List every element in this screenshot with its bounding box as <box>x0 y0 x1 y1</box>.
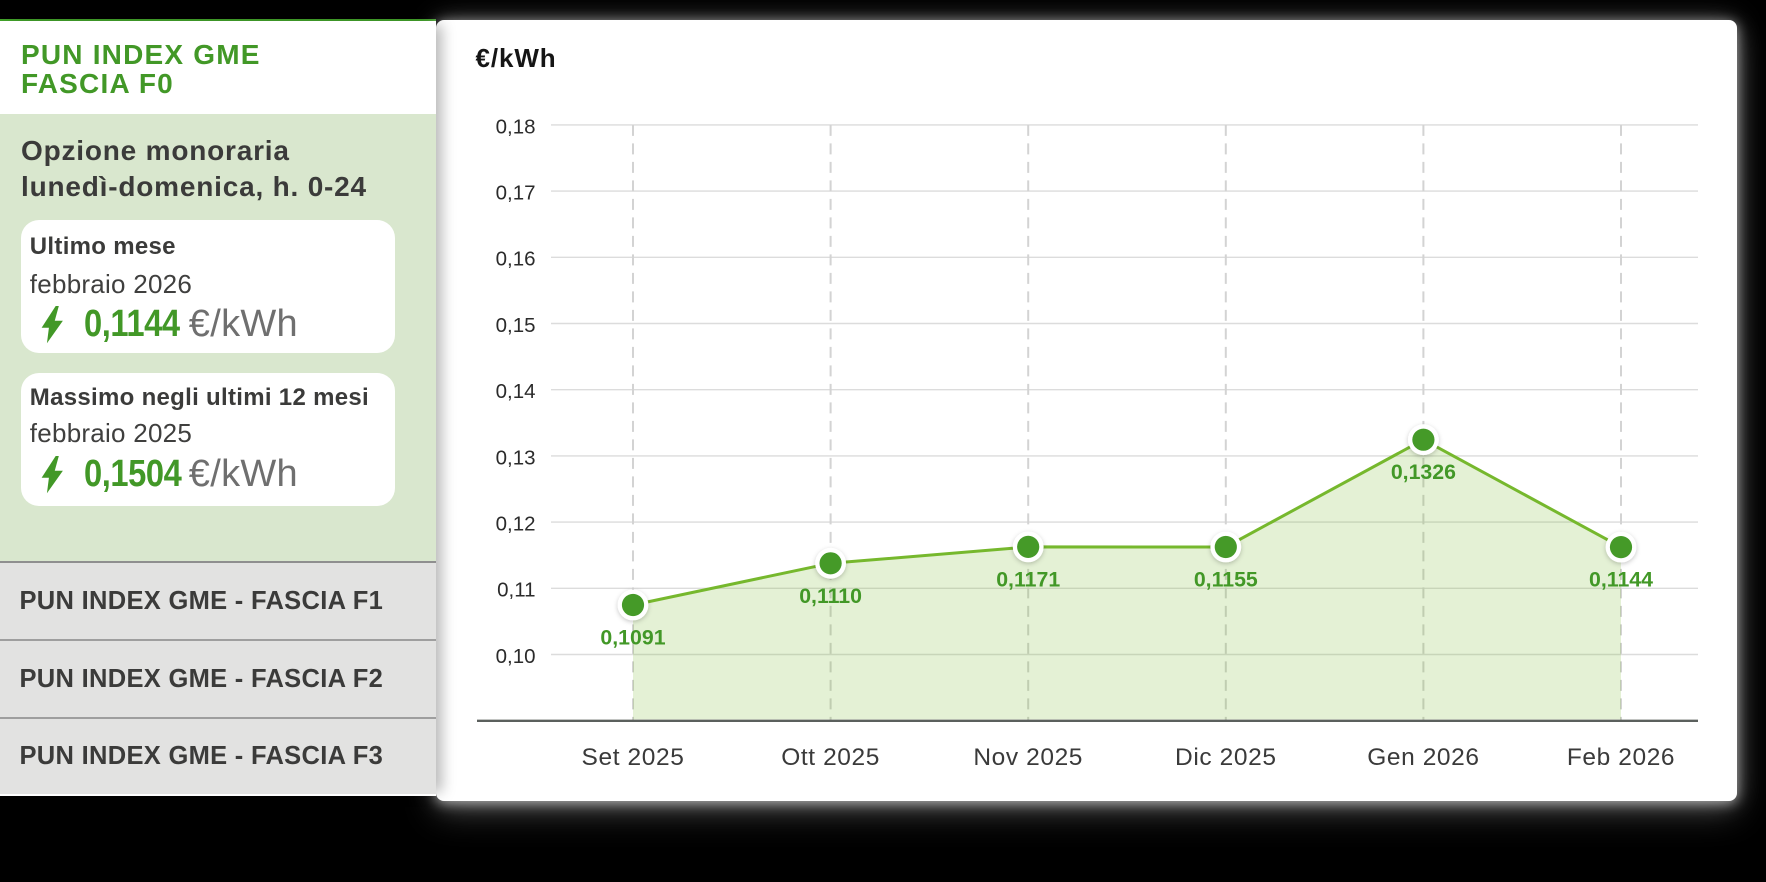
svg-text:Ott 2025: Ott 2025 <box>781 744 880 771</box>
svg-text:0,14: 0,14 <box>496 380 536 403</box>
svg-text:0,12: 0,12 <box>496 513 536 536</box>
svg-text:Nov 2025: Nov 2025 <box>973 744 1083 771</box>
svg-text:Dic 2025: Dic 2025 <box>1175 744 1277 771</box>
svg-text:0,1171: 0,1171 <box>996 567 1060 591</box>
svg-text:0,1155: 0,1155 <box>1194 568 1258 592</box>
svg-text:0,10: 0,10 <box>496 645 536 668</box>
svg-text:0,13: 0,13 <box>496 446 536 469</box>
svg-text:0,15: 0,15 <box>496 314 536 337</box>
svg-text:0,1091: 0,1091 <box>600 626 665 650</box>
svg-text:0,1144: 0,1144 <box>1589 568 1653 592</box>
svg-text:0,16: 0,16 <box>496 248 536 271</box>
svg-text:0,17: 0,17 <box>496 182 536 205</box>
svg-text:Gen 2026: Gen 2026 <box>1367 744 1479 771</box>
svg-text:Feb 2026: Feb 2026 <box>1567 744 1675 771</box>
svg-text:0,18: 0,18 <box>496 115 536 138</box>
svg-text:0,1326: 0,1326 <box>1391 460 1456 484</box>
svg-text:Set 2025: Set 2025 <box>582 744 685 771</box>
svg-text:0,1110: 0,1110 <box>799 584 862 608</box>
svg-text:0,11: 0,11 <box>497 579 535 602</box>
